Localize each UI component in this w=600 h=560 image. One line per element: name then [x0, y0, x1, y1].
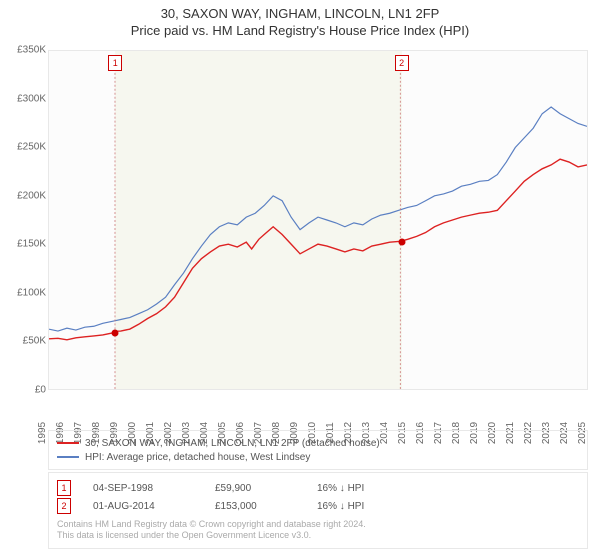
- chart-container: 30, SAXON WAY, INGHAM, LINCOLN, LN1 2FP …: [0, 0, 600, 560]
- tx-marker-icon: 1: [57, 480, 71, 496]
- y-tick-label: £150K: [6, 239, 46, 250]
- marker-box: 2: [395, 55, 409, 71]
- y-tick-label: £0: [6, 385, 46, 396]
- tx-price: £153,000: [215, 501, 295, 512]
- transactions-legend: 1 04-SEP-1998 £59,900 16% ↓ HPI 2 01-AUG…: [48, 472, 588, 549]
- transaction-dot: [398, 239, 405, 246]
- title-block: 30, SAXON WAY, INGHAM, LINCOLN, LN1 2FP …: [0, 0, 600, 38]
- attribution-line1: Contains HM Land Registry data © Crown c…: [57, 519, 579, 530]
- y-tick-label: £50K: [6, 336, 46, 347]
- legend-row-price-paid: 30, SAXON WAY, INGHAM, LINCOLN, LN1 2FP …: [57, 436, 579, 450]
- legend-label-hpi: HPI: Average price, detached house, West…: [85, 452, 310, 463]
- series-legend: 30, SAXON WAY, INGHAM, LINCOLN, LN1 2FP …: [48, 430, 588, 470]
- y-tick-label: £350K: [6, 45, 46, 56]
- y-tick-label: £300K: [6, 93, 46, 104]
- legend-label-price-paid: 30, SAXON WAY, INGHAM, LINCOLN, LN1 2FP …: [85, 438, 380, 449]
- swatch-line-price-paid: [57, 442, 79, 444]
- tx-delta: 16% ↓ HPI: [317, 483, 364, 494]
- x-tick-label: 1995: [37, 422, 48, 444]
- title-address: 30, SAXON WAY, INGHAM, LINCOLN, LN1 2FP: [0, 6, 600, 21]
- tx-price: £59,900: [215, 483, 295, 494]
- line-series-svg: [49, 51, 587, 389]
- y-tick-label: £200K: [6, 190, 46, 201]
- attribution: Contains HM Land Registry data © Crown c…: [57, 519, 579, 542]
- tx-date: 01-AUG-2014: [93, 501, 193, 512]
- transaction-dot: [112, 329, 119, 336]
- plot-area: 12: [48, 50, 588, 390]
- attribution-line2: This data is licensed under the Open Gov…: [57, 530, 579, 541]
- series-hpi: [49, 107, 587, 331]
- y-tick-label: £100K: [6, 287, 46, 298]
- y-tick-label: £250K: [6, 142, 46, 153]
- transaction-row: 2 01-AUG-2014 £153,000 16% ↓ HPI: [57, 497, 579, 515]
- tx-delta: 16% ↓ HPI: [317, 501, 364, 512]
- swatch-line-hpi: [57, 456, 79, 458]
- legend-row-hpi: HPI: Average price, detached house, West…: [57, 450, 579, 464]
- tx-date: 04-SEP-1998: [93, 483, 193, 494]
- tx-marker-icon: 2: [57, 498, 71, 514]
- marker-box: 1: [108, 55, 122, 71]
- title-subtitle: Price paid vs. HM Land Registry's House …: [0, 23, 600, 38]
- series-price_paid: [49, 159, 587, 340]
- transaction-row: 1 04-SEP-1998 £59,900 16% ↓ HPI: [57, 479, 579, 497]
